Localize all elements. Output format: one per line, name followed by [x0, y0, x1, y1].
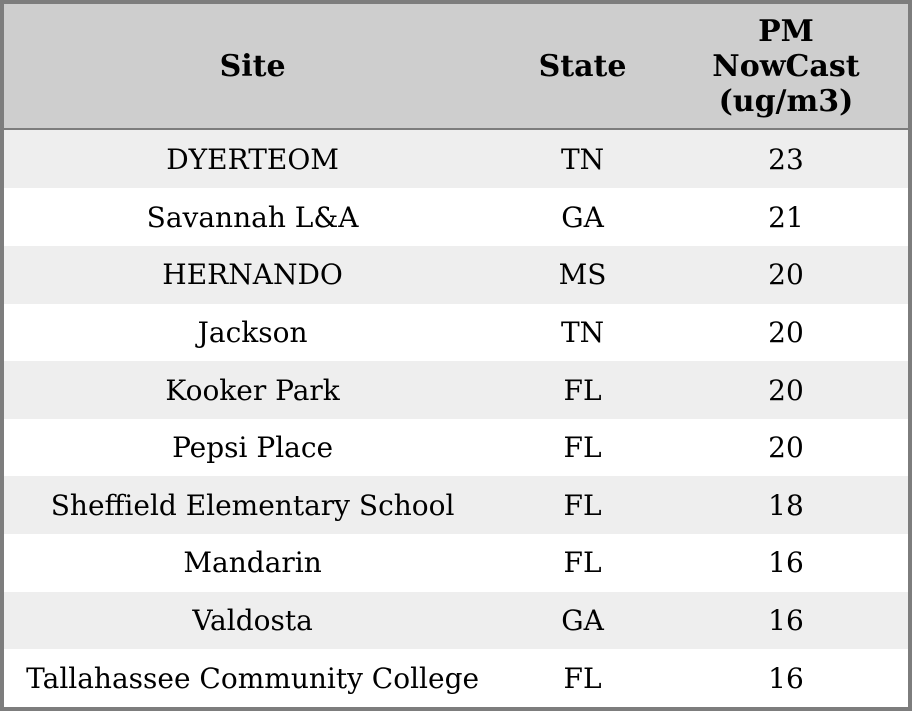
pm-cell: 23: [768, 142, 804, 176]
table-row: Sheffield Elementary School FL 18: [4, 476, 908, 535]
site-cell: Tallahassee Community College: [26, 661, 480, 695]
site-cell: DYERTEOM: [166, 142, 339, 176]
pm-cell: 20: [768, 373, 804, 407]
state-cell: FL: [563, 546, 602, 580]
column-header-state: State: [501, 4, 664, 130]
pm-nowcast-header-label: PM NowCast (ug/m3): [712, 13, 860, 119]
pm-cell: 16: [768, 661, 804, 695]
state-cell: GA: [561, 200, 604, 234]
site-cell: Pepsi Place: [172, 431, 334, 465]
pm-cell: 20: [768, 431, 804, 465]
state-cell: FL: [563, 431, 602, 465]
site-cell: Mandarin: [183, 546, 322, 580]
column-header-pm-nowcast: PM NowCast (ug/m3): [663, 4, 908, 130]
table-row: Kooker Park FL 20: [4, 361, 908, 419]
site-cell: HERNANDO: [162, 258, 343, 292]
table-row: Jackson TN 20: [4, 303, 908, 362]
state-cell: GA: [561, 604, 604, 638]
column-header-site: Site: [4, 4, 502, 130]
table-row: Mandarin FL 16: [4, 534, 908, 592]
header-row: Site State PM NowCast (ug/m3): [4, 4, 908, 130]
table-header: Site State PM NowCast (ug/m3): [4, 4, 908, 130]
site-cell: Savannah L&A: [146, 200, 359, 234]
site-cell: Sheffield Elementary School: [50, 488, 455, 522]
site-cell: Jackson: [197, 315, 308, 349]
table-row: DYERTEOM TN 23: [4, 129, 908, 189]
pm-cell: 21: [768, 200, 804, 234]
table-row: Tallahassee Community College FL 16: [4, 649, 908, 707]
pm-nowcast-sites-table: Site State PM NowCast (ug/m3) DYERTEOM TN…: [4, 4, 908, 707]
site-cell: Valdosta: [192, 604, 313, 638]
state-cell: FL: [563, 661, 602, 695]
state-cell: FL: [563, 373, 602, 407]
table-row: Valdosta GA 16: [4, 591, 908, 650]
state-cell: FL: [563, 488, 602, 522]
table-body: DYERTEOM TN 23 Savannah L&A GA 21 HERNANDO MS 20…: [4, 129, 908, 707]
state-cell: TN: [560, 315, 605, 349]
site-cell: Kooker Park: [165, 373, 340, 407]
table-row: Pepsi Place FL 20: [4, 418, 908, 477]
state-cell: MS: [558, 258, 607, 292]
table-row: HERNANDO MS 20: [4, 245, 908, 304]
pm-cell: 16: [768, 604, 804, 638]
table-row: Savannah L&A GA 21: [4, 188, 908, 246]
pm-cell: 18: [768, 488, 804, 522]
pm-cell: 20: [768, 258, 804, 292]
pm-cell: 20: [768, 315, 804, 349]
pm-cell: 16: [768, 546, 804, 580]
state-cell: TN: [560, 142, 605, 176]
